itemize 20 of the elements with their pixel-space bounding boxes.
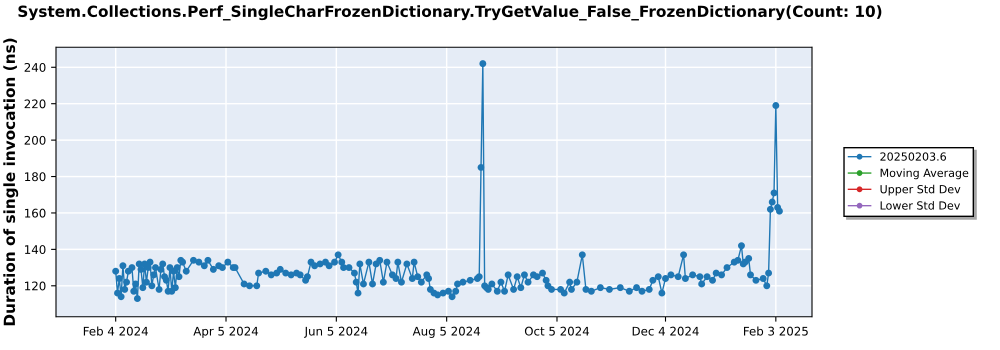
x-tick-label: Jun 5 2024	[304, 326, 368, 338]
y-tick-label: 180	[25, 172, 46, 182]
x-tick-label: Feb 4 2024	[84, 326, 148, 336]
x-tick-label: Feb 3 2025	[744, 326, 808, 336]
legend-label: Upper Std Dev	[880, 184, 960, 196]
x-tick-label: Aug 5 2024	[412, 326, 480, 338]
legend-label: Lower Std Dev	[880, 201, 960, 210]
x-tick-label: Apr 5 2024	[193, 326, 258, 338]
x-tick-label: Oct 5 2024	[524, 326, 590, 336]
y-tick-label: 160	[25, 208, 46, 218]
y-tick-label: 220	[24, 99, 46, 108]
legend-label: Moving Average	[880, 168, 968, 180]
y-tick-label: 240	[24, 63, 46, 72]
chart-title: System.Collections.Perf_SingleCharFrozenDictionary.TryGetValue_False_FrozenDictionary(Count: 10)	[18, 5, 882, 20]
x-tick-label: Dec 4 2024	[632, 326, 699, 336]
y-axis-title: Duration of single invocation (ns)	[3, 38, 18, 326]
y-tick-label: 120	[25, 282, 46, 290]
y-tick-label: 140	[25, 245, 46, 254]
legend-label: 20250203.6	[880, 152, 946, 161]
y-tick-label: 200	[24, 136, 46, 145]
